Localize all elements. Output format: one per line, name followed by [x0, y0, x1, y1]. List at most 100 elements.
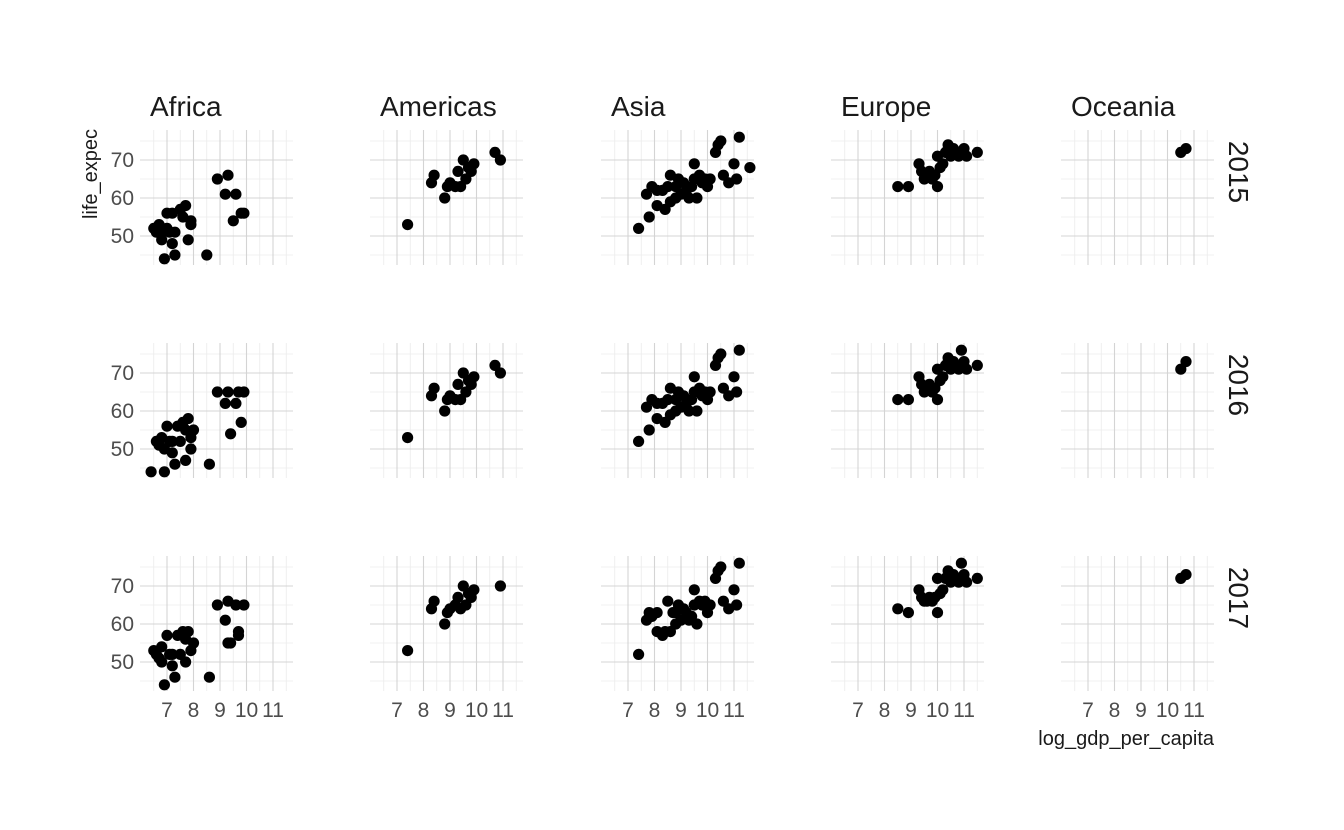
data-point [651, 607, 663, 619]
x-tick-label: 11 [492, 699, 514, 722]
panel-africa-2016 [140, 343, 293, 478]
x-tick-label: 9 [1135, 699, 1147, 722]
x-tick-label: 7 [622, 699, 634, 722]
panel-asia-2015-points [633, 131, 756, 234]
data-point [166, 447, 178, 459]
panel-asia-2017-points [633, 557, 745, 661]
data-point [662, 394, 674, 406]
panel-oceania-2015-points [1175, 143, 1192, 158]
data-point [230, 188, 242, 200]
panel-africa-2015-points [148, 169, 250, 265]
data-point [156, 656, 168, 668]
panel-asia-2016-points [633, 344, 745, 447]
x-tick-label: 10 [465, 699, 488, 722]
data-point [402, 432, 414, 444]
panel-oceania-2017-points [1175, 569, 1192, 585]
data-point [688, 158, 700, 170]
data-point [211, 599, 223, 611]
data-point [428, 595, 440, 607]
data-point [715, 348, 727, 360]
data-point [402, 645, 414, 657]
data-point [452, 591, 464, 604]
data-point [688, 371, 700, 383]
y-tick-label: 70 [111, 575, 134, 598]
x-tick-label: 9 [214, 699, 226, 722]
data-point [219, 397, 231, 409]
data-point [158, 253, 170, 265]
data-point [937, 371, 949, 383]
data-point [161, 629, 173, 642]
x-tick-label: 9 [905, 699, 917, 722]
x-tick-label: 8 [418, 699, 430, 722]
data-point [691, 405, 703, 417]
data-point [185, 215, 197, 227]
data-point [731, 599, 743, 611]
x-tick-label: 10 [926, 699, 949, 722]
data-point [169, 249, 181, 261]
panel-americas-2016-points [402, 359, 506, 444]
x-tick-label: 7 [161, 699, 173, 722]
panel-europe-2016-points [892, 344, 983, 406]
data-point [225, 637, 237, 649]
data-point [156, 641, 168, 653]
data-point [180, 656, 192, 668]
y-axis-title: life_expec [80, 129, 102, 219]
data-point [230, 599, 242, 611]
data-point [182, 234, 194, 246]
y-tick-label: 70 [111, 362, 134, 385]
data-point [902, 394, 915, 406]
data-point [633, 435, 645, 447]
data-point [439, 618, 451, 630]
data-point [971, 146, 983, 158]
data-point [180, 454, 192, 466]
data-point [728, 584, 740, 596]
x-tick-label: 8 [879, 699, 891, 722]
x-tick-label: 11 [262, 699, 284, 722]
data-point [428, 382, 440, 394]
data-point [902, 607, 915, 619]
x-tick-label: 11 [723, 699, 745, 722]
x-tick-label: 8 [188, 699, 200, 722]
facet-col-label-europe: Europe [841, 91, 931, 122]
data-point [733, 557, 745, 569]
panel-oceania-2015 [1061, 130, 1214, 265]
data-point [158, 679, 170, 691]
x-tick-label: 8 [649, 699, 661, 722]
data-point [937, 158, 949, 170]
data-point [169, 458, 181, 470]
data-point [238, 599, 250, 611]
panel-americas-2015-points [402, 146, 506, 231]
panel-oceania-2016-points [1175, 356, 1192, 375]
data-point [715, 561, 727, 573]
data-point [494, 154, 506, 166]
facet-col-label-africa: Africa [150, 91, 222, 122]
data-point [169, 671, 181, 683]
x-tick-label: 11 [1183, 699, 1205, 722]
data-point [158, 466, 170, 478]
data-point [187, 424, 200, 436]
data-point [728, 158, 740, 170]
data-point [182, 413, 194, 425]
panel-americas-2017-points [402, 580, 506, 657]
data-point [145, 466, 157, 478]
data-point [633, 222, 645, 234]
data-point [955, 344, 968, 356]
data-point [643, 211, 655, 223]
panel-oceania-2016 [1061, 343, 1214, 478]
data-point [931, 181, 944, 193]
data-point [971, 572, 983, 585]
data-point [468, 584, 480, 596]
data-point [161, 420, 173, 432]
data-point [683, 405, 695, 417]
data-point [232, 629, 245, 642]
data-point [219, 614, 231, 626]
data-point [931, 572, 944, 585]
y-tick-label: 50 [111, 438, 134, 461]
facet-col-label-oceania: Oceania [1071, 91, 1176, 122]
data-point [688, 584, 700, 596]
data-point [971, 359, 983, 371]
data-point [166, 435, 178, 447]
data-point [185, 443, 197, 455]
data-point [166, 238, 178, 250]
